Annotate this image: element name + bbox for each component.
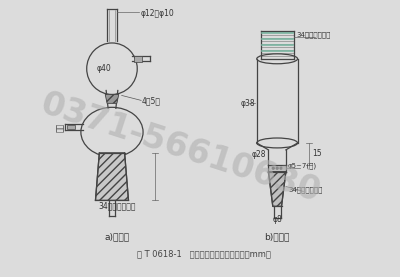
Polygon shape (268, 165, 286, 172)
Circle shape (272, 167, 274, 169)
Text: 34号口（外磨）: 34号口（外磨） (98, 201, 136, 210)
Text: 图 T 0618-1   氥青质抄提器（尺寸单位：mm）: 图 T 0618-1 氥青质抄提器（尺寸单位：mm） (137, 250, 271, 259)
Text: 4或5球: 4或5球 (142, 96, 161, 105)
Text: 冷水: 冷水 (56, 122, 65, 132)
Text: 0371-56610630: 0371-56610630 (36, 87, 324, 209)
Polygon shape (134, 56, 142, 62)
Text: φ40: φ40 (97, 64, 112, 73)
Polygon shape (67, 125, 75, 129)
Text: 15: 15 (312, 149, 322, 158)
Text: φ28: φ28 (252, 150, 266, 159)
Circle shape (280, 167, 282, 169)
Circle shape (276, 167, 278, 169)
Text: a)冷凝器: a)冷凝器 (104, 232, 129, 241)
Text: φ5~7(孔): φ5~7(孔) (288, 162, 317, 169)
Polygon shape (268, 172, 286, 206)
Text: 34号口（内磨）: 34号口（内磨） (296, 31, 331, 38)
Polygon shape (105, 94, 119, 103)
Text: φ38: φ38 (240, 99, 255, 108)
Text: φ8: φ8 (272, 215, 282, 224)
Text: φ12或φ10: φ12或φ10 (140, 9, 174, 18)
Text: 34号口（外磨）: 34号口（外磨） (289, 186, 323, 193)
Polygon shape (96, 153, 128, 200)
Text: b)抄提器: b)抄提器 (264, 232, 290, 241)
